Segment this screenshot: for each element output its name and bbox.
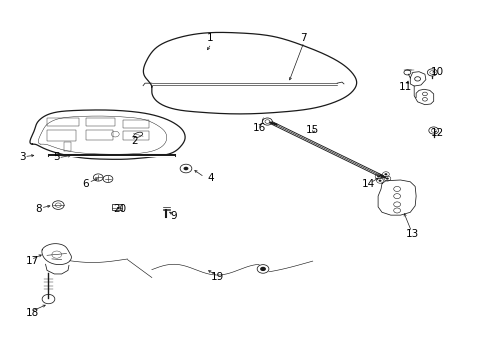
Text: 13: 13: [405, 229, 419, 239]
Text: 11: 11: [398, 82, 411, 92]
Text: 1: 1: [206, 33, 213, 43]
Text: 18: 18: [26, 308, 39, 318]
Text: 8: 8: [35, 204, 42, 214]
Circle shape: [385, 177, 388, 180]
Text: 20: 20: [113, 204, 126, 214]
Text: 10: 10: [429, 67, 443, 77]
Circle shape: [260, 267, 265, 271]
Text: 12: 12: [429, 129, 443, 138]
Text: 17: 17: [26, 256, 39, 266]
Circle shape: [183, 167, 188, 170]
Circle shape: [376, 175, 379, 177]
Text: 3: 3: [20, 152, 26, 162]
Text: 16: 16: [252, 123, 265, 133]
Text: 15: 15: [305, 125, 319, 135]
Text: 6: 6: [82, 179, 89, 189]
Text: 19: 19: [211, 272, 224, 282]
Text: 4: 4: [206, 173, 213, 183]
Circle shape: [384, 173, 386, 175]
Circle shape: [378, 180, 381, 182]
Text: 14: 14: [362, 179, 375, 189]
Text: 9: 9: [170, 211, 177, 221]
Text: 5: 5: [53, 152, 60, 162]
Text: 2: 2: [131, 136, 138, 145]
Text: 7: 7: [299, 33, 305, 43]
